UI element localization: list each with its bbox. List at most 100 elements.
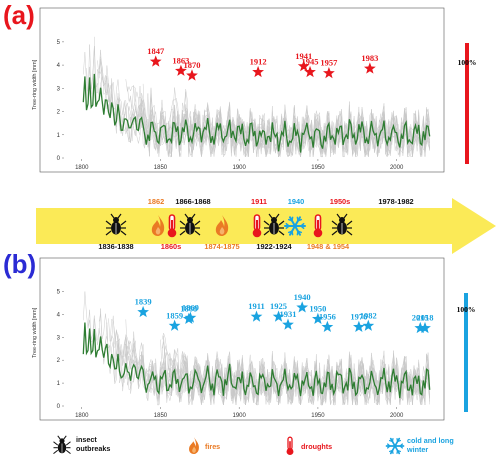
- y-tick-label: 2: [57, 110, 61, 116]
- thermometer-icon: [167, 214, 177, 238]
- event-star-marker: [321, 320, 334, 332]
- event-star-marker: [186, 69, 198, 81]
- individual-series-line: [128, 91, 430, 158]
- event-year-label: 1869: [182, 302, 199, 312]
- event-year-label: 1870: [183, 60, 200, 70]
- event-star-marker: [304, 65, 316, 78]
- event-year-label: 1941: [295, 51, 312, 61]
- panel-a-percent-bar: [465, 43, 469, 164]
- x-tick-label: 1950: [311, 165, 325, 171]
- y-tick-label: 3: [57, 86, 61, 92]
- legend-thermometer-icon: [286, 436, 294, 456]
- event-star-marker: [297, 60, 310, 72]
- timeline-label-above: 1950s: [330, 197, 351, 206]
- legend-snowflake-icon: [385, 437, 405, 455]
- timeline-label-below: 1860s: [161, 242, 182, 251]
- legend-fire-icon: [189, 437, 199, 454]
- timeline-label-above: 1940: [288, 197, 304, 206]
- event-year-label: 1976: [350, 311, 367, 321]
- event-star-marker: [184, 311, 197, 323]
- event-year-label: 1956: [319, 311, 336, 321]
- x-tick-label: 1900: [233, 165, 247, 171]
- event-star-marker: [149, 55, 162, 67]
- x-tick-label: 1850: [154, 165, 168, 171]
- y-tick-label: 4: [57, 63, 61, 69]
- event-star-marker: [168, 319, 181, 331]
- individual-series-line: [161, 335, 430, 405]
- timeline-labels-above: 1862 1866-1868 1911 1940 1950s 1978-1982: [148, 197, 414, 206]
- event-star-marker: [252, 65, 264, 78]
- x-tick-label: 1900: [233, 413, 247, 419]
- event-year-label: 1912: [250, 57, 267, 67]
- event-star-marker: [272, 310, 285, 322]
- y-tick-label: 1: [57, 381, 61, 387]
- panel-b-mean-series: [82, 322, 431, 399]
- event-star-marker: [362, 319, 375, 331]
- y-tick-label: 3: [57, 335, 61, 341]
- y-tick-label: 5: [57, 289, 61, 295]
- beetle-icon: [179, 213, 201, 236]
- x-tick-label: 1800: [75, 165, 89, 171]
- fire-icon: [215, 215, 229, 236]
- x-tick-label: 1800: [75, 413, 89, 419]
- y-tick-label: 5: [57, 40, 61, 46]
- event-year-label: 1983: [361, 53, 378, 63]
- panel-b-frame: [39, 257, 445, 421]
- panel-a-y-axis-label: Tree-ring width [mm]: [32, 59, 38, 110]
- timeline-label-above: 1911: [251, 197, 267, 206]
- event-star-marker: [282, 318, 294, 330]
- legend: insect outbreaks fires droughts cold and…: [53, 435, 454, 456]
- event-year-label: 1940: [294, 292, 311, 302]
- event-year-label: 1945: [302, 57, 319, 67]
- legend-droughts-label: droughts: [301, 442, 332, 451]
- event-year-label: 1925: [270, 301, 287, 311]
- legend-insect-label: insect: [76, 435, 97, 444]
- timeline-label-below: 1922-1924: [256, 242, 292, 251]
- legend-cold-label-2: winter: [406, 445, 428, 454]
- y-tick-label: 0: [57, 156, 61, 162]
- event-star-marker: [296, 301, 309, 313]
- y-tick-label: 0: [57, 404, 61, 410]
- thermometer-icon: [313, 214, 323, 238]
- event-year-label: 1911: [248, 301, 265, 311]
- event-year-label: 2015: [412, 313, 429, 323]
- timeline-arrow: [36, 198, 496, 254]
- panel-a-frame: [39, 7, 445, 173]
- event-year-label: 1982: [360, 310, 377, 320]
- individual-series-line: [103, 76, 430, 158]
- timeline-labels-below: 1836-1838 1860s 1874-1875 1922-1924 1948 & 1…: [98, 242, 350, 251]
- thermometer-icon: [252, 214, 262, 238]
- panel-b-label: (b): [3, 249, 36, 279]
- timeline-label-below: 1948 & 1954: [307, 242, 350, 251]
- event-year-label: 1950: [309, 303, 326, 313]
- panel-b-axis-ticks: 1800 1850 1900 1950 2000 0 1 2 3 4 5: [57, 289, 404, 419]
- event-year-label: 1868: [180, 303, 197, 313]
- beetle-icon: [263, 213, 285, 236]
- event-year-label: 1957: [320, 58, 338, 68]
- timeline-label-above: 1866-1868: [175, 197, 210, 206]
- panel-a-label: (a): [3, 0, 35, 30]
- timeline-label-above: 1978-1982: [378, 197, 413, 206]
- y-tick-label: 2: [57, 358, 61, 364]
- x-tick-label: 2000: [390, 165, 404, 171]
- panel-a-chart: (a) Tree-ring width [mm] 1800 1850 1900 195…: [3, 0, 477, 173]
- event-year-label: 1859: [166, 310, 183, 320]
- timeline: 1862 1866-1868 1911 1940 1950s 1978-1982 1836…: [36, 197, 496, 254]
- panel-b-percent-bar: [464, 293, 468, 412]
- fire-icon: [151, 215, 165, 236]
- x-tick-label: 1950: [311, 413, 325, 419]
- legend-cold-label: cold and long: [407, 436, 454, 445]
- individual-series-line: [168, 87, 430, 157]
- timeline-label-above: 1862: [148, 197, 164, 206]
- y-tick-label: 4: [57, 312, 61, 318]
- panel-b-chart: (b) Tree-ring width [mm] 1800 1850 1900 195…: [3, 249, 475, 421]
- event-year-label: 1863: [172, 55, 189, 65]
- event-year-label: 1931: [280, 309, 297, 319]
- event-year-label: 1847: [147, 46, 165, 56]
- event-star-marker: [137, 305, 149, 318]
- event-year-label: 2018: [416, 313, 433, 323]
- panel-a-percent-label: 100%: [458, 58, 477, 67]
